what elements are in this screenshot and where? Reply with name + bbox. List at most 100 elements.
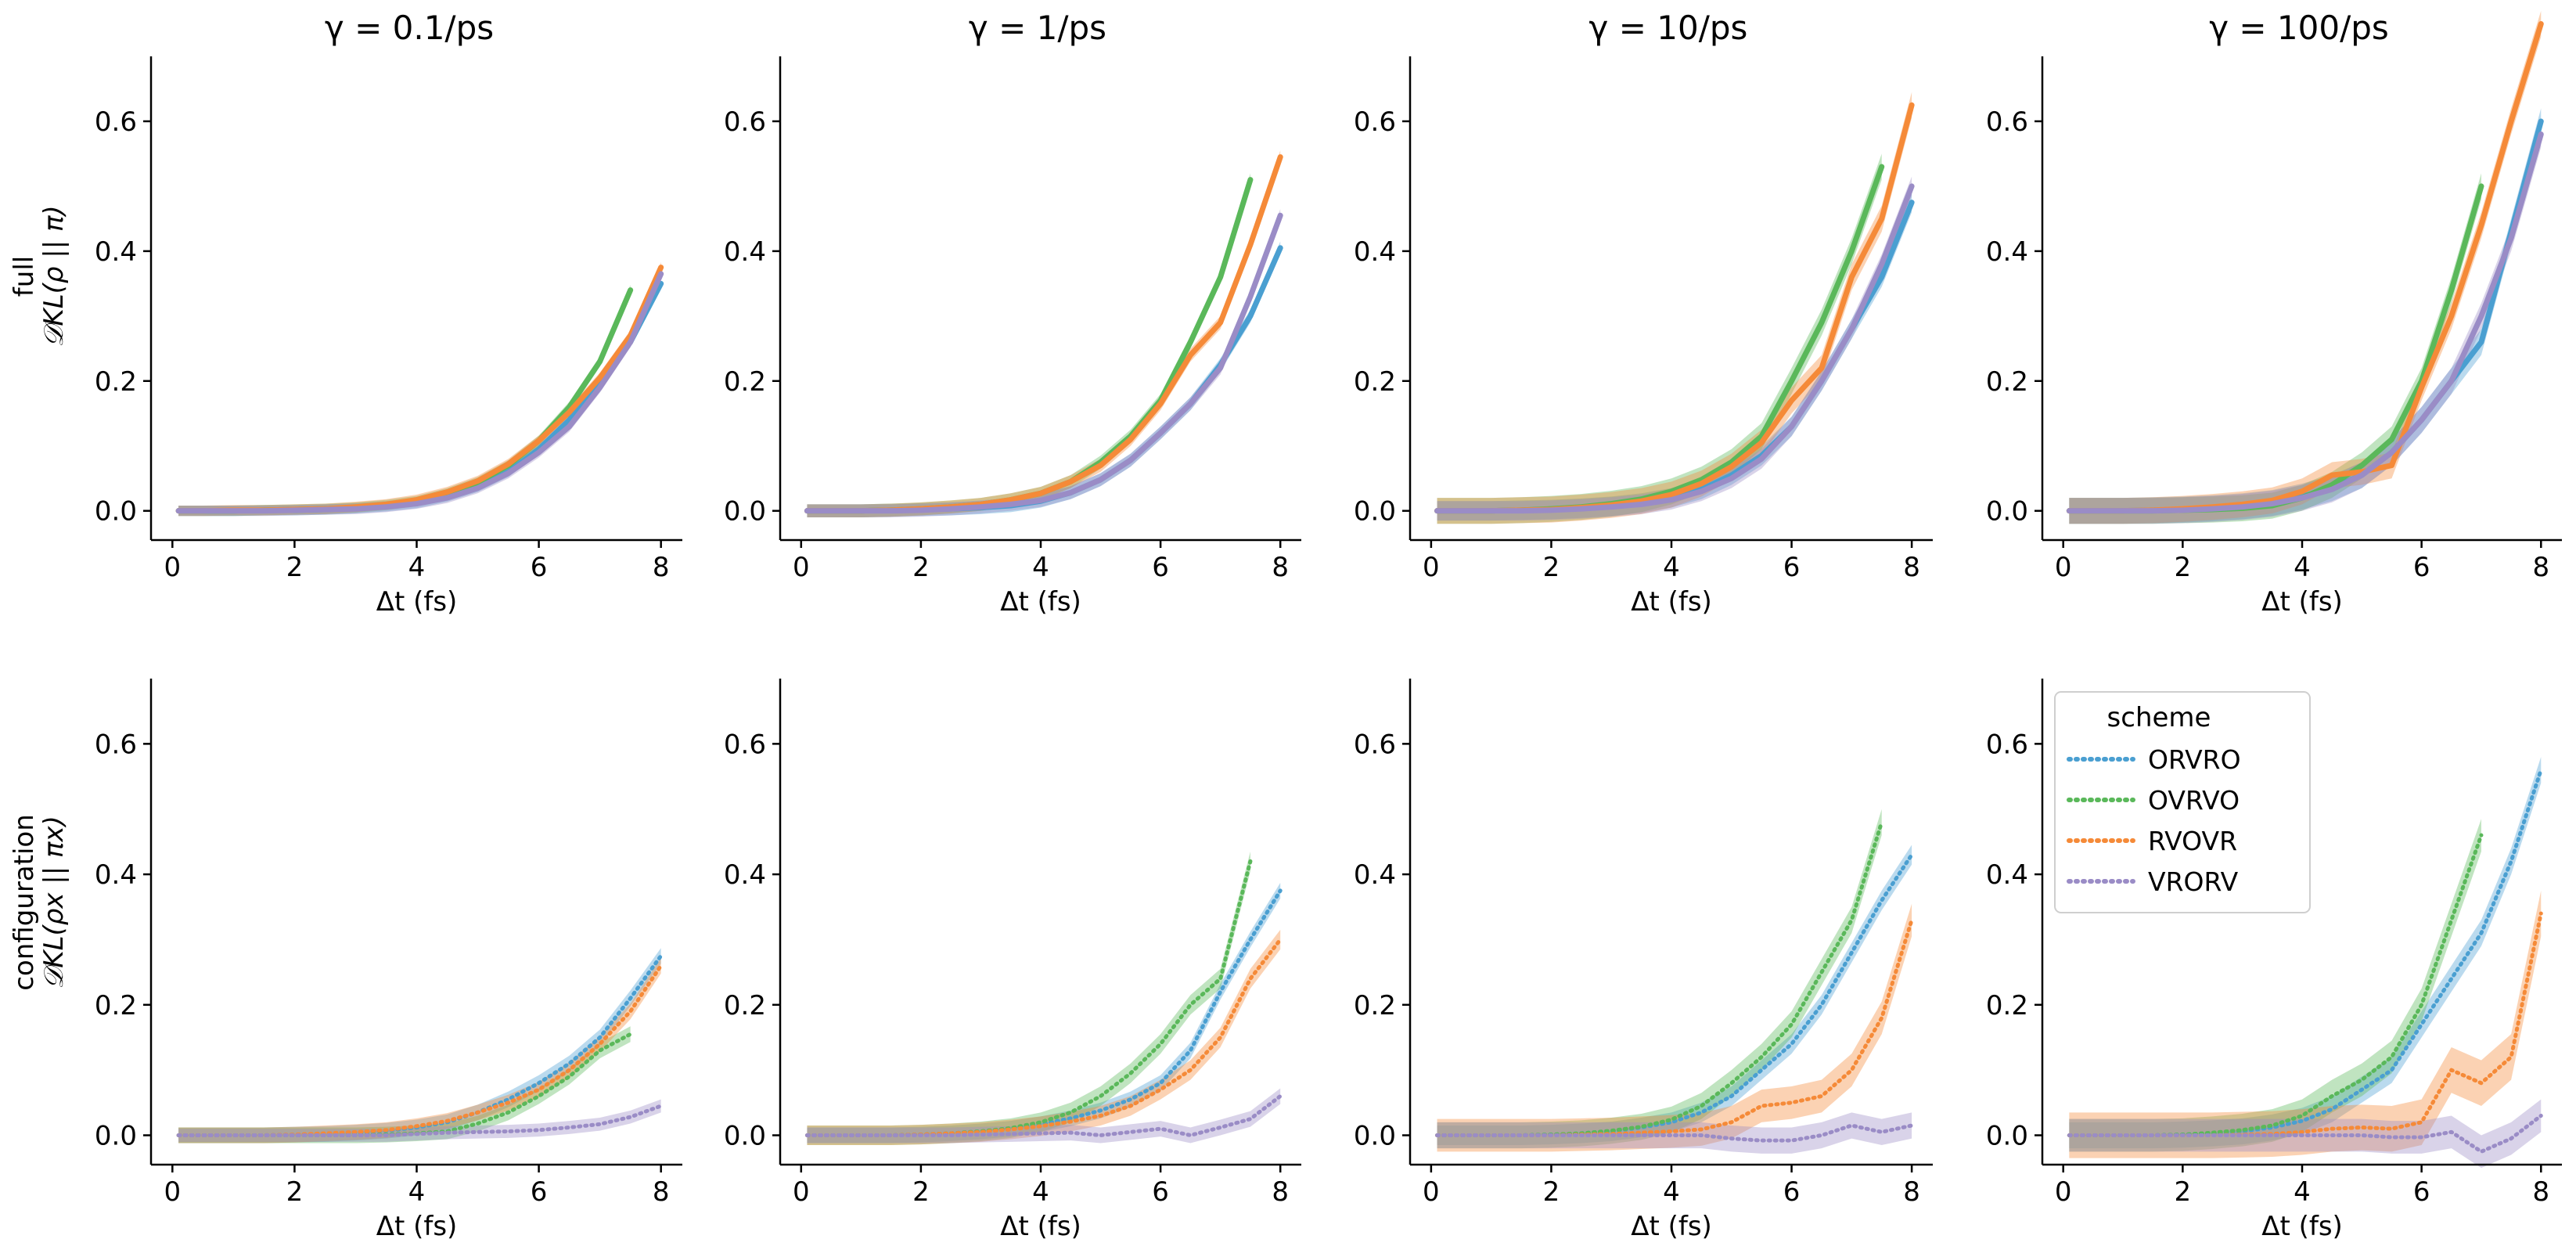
legend-frame (2054, 691, 2311, 913)
x-tick-label-config-col3: 2 (1543, 1176, 1560, 1208)
series-ovrvo-full-col4 (2066, 183, 2484, 514)
y-tick-label-full-col1: 0.0 (95, 496, 137, 528)
y-tick-label-full-col1: 0.2 (95, 366, 137, 398)
series-vrorv-config-col4 (2067, 1113, 2543, 1154)
y-tick-label-full-col2: 0.2 (724, 366, 766, 398)
band-ovrvo-full-col4 (2069, 173, 2481, 524)
series-ovrvo-config-col2 (804, 859, 1253, 1137)
panel-config-col1: 0 2 4 6 8 0.0 0.2 0.4 0.6 Δt (fs) (95, 679, 682, 1242)
legend-entries: ORVRO OVRVO RVOVR VRORV (2067, 744, 2241, 897)
band-orvro-config-col3 (1437, 845, 1912, 1145)
column-titles: γ = 0.1/ps γ = 1/ps γ = 10/ps γ = 100/ps (325, 9, 2389, 47)
x-tick-label-config-col1: 4 (408, 1176, 426, 1208)
x-tick-label-full-col4: 6 (2413, 552, 2430, 583)
x-tick-label-full-col3: 8 (1903, 552, 1920, 583)
y-tick-label-full-col2: 0.4 (724, 236, 766, 268)
series-vrorv-full-col3 (1434, 183, 1915, 514)
band-rvovr-config-col2 (807, 929, 1281, 1145)
legend-label-orvro: ORVRO (2148, 744, 2241, 775)
x-tick-label-full-col2: 6 (1152, 552, 1169, 583)
legend-label-rvovr: RVOVR (2148, 826, 2237, 856)
x-tick-label-config-col1: 2 (286, 1176, 304, 1208)
y-tick-label-full-col2: 0.6 (724, 106, 766, 138)
row-labels: full 𝒟KL(ρ || π) configuration 𝒟KL(ρx ||… (9, 205, 70, 991)
series-ovrvo-full-col1 (175, 287, 634, 514)
x-tick-label-config-col1: 8 (653, 1176, 670, 1208)
x-tick-label-full-col1: 6 (531, 552, 548, 583)
y-tick-label-config-col1: 0.4 (95, 859, 137, 891)
x-axis-label-config-col2: Δt (fs) (1000, 1211, 1081, 1242)
band-ovrvo-config-col1 (178, 1026, 631, 1144)
series-vrorv-config-col2 (804, 1093, 1283, 1137)
x-tick-label-full-col3: 6 (1783, 552, 1801, 583)
x-axis-label-full-col3: Δt (fs) (1631, 586, 1712, 618)
band-vrorv-config-col4 (2069, 1099, 2542, 1169)
y-tick-label-full-col3: 0.4 (1354, 236, 1396, 268)
y-tick-label-config-col4: 0.2 (1986, 990, 2028, 1021)
series-ovrvo-full-col3 (1434, 164, 1885, 514)
x-tick-label-full-col4: 2 (2175, 552, 2192, 583)
x-tick-label-config-col4: 4 (2294, 1176, 2311, 1208)
series-rvovr-full-col3 (1434, 102, 1915, 514)
band-vrorv-full-col2 (807, 208, 1281, 517)
x-axis-label-full-col1: Δt (fs) (376, 586, 458, 618)
y-tick-label-full-col1: 0.4 (95, 236, 137, 268)
series-ovrvo-full-col2 (804, 177, 1254, 514)
x-tick-label-config-col4: 2 (2175, 1176, 2192, 1208)
row-label-full-line2: 𝒟KL(ρ || π) (38, 205, 70, 347)
y-tick-label-config-col4: 0.0 (1986, 1120, 2028, 1151)
series-rvovr-full-col1 (175, 265, 664, 514)
y-tick-label-config-col2: 0.4 (724, 859, 766, 891)
panel-full-col2: 0 2 4 6 8 0.0 0.2 0.4 0.6 Δt (fs) (724, 56, 1301, 618)
y-tick-label-full-col4: 0.0 (1986, 496, 2028, 528)
x-tick-label-full-col1: 2 (286, 552, 304, 583)
x-tick-label-config-col1: 6 (531, 1176, 548, 1208)
x-tick-label-config-col4: 8 (2532, 1176, 2549, 1208)
series-rvovr-full-col2 (804, 154, 1283, 514)
x-tick-label-config-col3: 8 (1903, 1176, 1920, 1208)
y-tick-label-config-col3: 0.0 (1354, 1120, 1396, 1151)
band-rvovr-config-col4 (2069, 890, 2542, 1158)
column-title-gamma-100: γ = 100/ps (2209, 9, 2389, 47)
x-tick-label-config-col2: 4 (1032, 1176, 1049, 1208)
x-tick-label-full-col4: 4 (2294, 552, 2311, 583)
y-tick-label-full-col1: 0.6 (95, 106, 137, 138)
y-tick-label-config-col2: 0.6 (724, 729, 766, 760)
band-rvovr-config-col1 (178, 957, 661, 1144)
panel-config-col3: 0 2 4 6 8 0.0 0.2 0.4 0.6 Δt (fs) (1354, 679, 1933, 1242)
band-rvovr-full-col4 (2069, 10, 2542, 524)
y-tick-label-config-col1: 0.0 (95, 1120, 137, 1151)
x-tick-label-config-col4: 0 (2055, 1176, 2072, 1208)
series-vrorv-config-col3 (1435, 1123, 1914, 1143)
y-tick-label-full-col3: 0.6 (1354, 106, 1396, 138)
y-tick-label-config-col1: 0.2 (95, 990, 137, 1021)
band-rvovr-config-col3 (1437, 903, 1912, 1152)
y-tick-label-config-col3: 0.6 (1354, 729, 1396, 760)
y-tick-label-config-col4: 0.4 (1986, 859, 2028, 891)
band-ovrvo-config-col2 (807, 851, 1250, 1145)
y-tick-label-full-col2: 0.0 (724, 496, 766, 528)
column-title-gamma-10: γ = 10/ps (1589, 9, 1748, 47)
band-vrorv-full-col4 (2069, 121, 2542, 524)
y-tick-label-config-col2: 0.2 (724, 990, 766, 1021)
x-axis-label-full-col4: Δt (fs) (2261, 586, 2343, 618)
series-orvro-full-col1 (175, 280, 664, 514)
x-tick-label-config-col4: 6 (2413, 1176, 2430, 1208)
x-tick-label-full-col3: 0 (1423, 552, 1440, 583)
x-tick-label-config-col2: 2 (912, 1176, 930, 1208)
row-label-configuration-line2: 𝒟KL(ρx || πx) (38, 816, 70, 989)
panel-config-col2: 0 2 4 6 8 0.0 0.2 0.4 0.6 Δt (fs) (724, 679, 1301, 1242)
row-label-configuration-line1: configuration (9, 814, 40, 991)
x-tick-label-full-col2: 0 (793, 552, 810, 583)
series-vrorv-full-col1 (175, 271, 664, 514)
x-axis-label-config-col3: Δt (fs) (1631, 1211, 1712, 1242)
band-ovrvo-full-col1 (178, 284, 631, 517)
x-tick-label-full-col3: 4 (1663, 552, 1680, 583)
x-tick-label-config-col2: 0 (793, 1176, 810, 1208)
band-ovrvo-full-col2 (807, 173, 1250, 517)
legend: scheme ORVRO OVRVO RVOVR VRORV (2054, 691, 2311, 913)
x-tick-label-full-col3: 2 (1543, 552, 1560, 583)
legend-label-vrorv: VRORV (2148, 866, 2239, 897)
series-vrorv-full-col2 (804, 212, 1283, 514)
series-orvro-config-col1 (176, 953, 664, 1137)
